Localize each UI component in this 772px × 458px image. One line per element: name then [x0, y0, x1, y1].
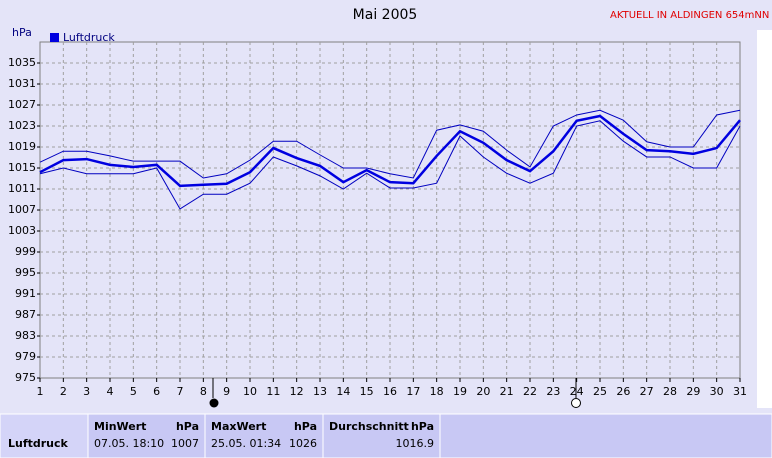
x-tick-label: 11: [266, 385, 280, 398]
stats-header: Durchschnitt: [329, 420, 409, 433]
x-tick-label: 23: [546, 385, 560, 398]
y-tick-label: 1011: [8, 182, 36, 195]
x-tick-label: 5: [130, 385, 137, 398]
x-tick-label: 9: [223, 385, 230, 398]
x-tick-label: 7: [177, 385, 184, 398]
y-tick-label: 979: [15, 350, 36, 363]
stats-unit: hPa: [294, 420, 317, 433]
y-tick-label: 1027: [8, 98, 36, 111]
x-tick-label: 3: [83, 385, 90, 398]
x-tick-label: 15: [360, 385, 374, 398]
stats-cell: [204, 413, 324, 458]
stats-cell: [322, 413, 441, 458]
stats-header: MaxWert: [211, 420, 266, 433]
y-tick-label: 975: [15, 371, 36, 384]
x-tick-label: 14: [336, 385, 350, 398]
y-tick-label: 1031: [8, 77, 36, 90]
y-tick-label: 1007: [8, 203, 36, 216]
x-tick-label: 30: [710, 385, 724, 398]
y-unit: hPa: [12, 26, 32, 39]
legend-label: Luftdruck: [63, 31, 115, 44]
stats-value: 1007: [171, 437, 199, 450]
side-strip: [757, 30, 772, 408]
y-tick-label: 1015: [8, 161, 36, 174]
y-tick-label: 1019: [8, 140, 36, 153]
x-tick-label: 2: [60, 385, 67, 398]
new-moon-icon: [209, 398, 219, 408]
chart-title: Mai 2005: [353, 7, 418, 23]
stats-time: 07.05. 18:10: [94, 437, 164, 450]
y-tick-label: 995: [15, 266, 36, 279]
y-tick-label: 991: [15, 287, 36, 300]
notice: AKTUELL IN ALDINGEN 654mNN: [610, 10, 769, 21]
x-tick-label: 12: [290, 385, 304, 398]
y-tick-label: 983: [15, 329, 36, 342]
y-tick-label: 1035: [8, 56, 36, 69]
x-tick-label: 21: [500, 385, 514, 398]
x-tick-label: 31: [733, 385, 747, 398]
stats-cell: [0, 413, 89, 458]
stats-value: 1016.9: [396, 437, 435, 450]
full-moon-icon: [571, 398, 581, 408]
x-tick-label: 17: [406, 385, 420, 398]
stats-value: 1026: [289, 437, 317, 450]
stats-time: 25.05. 01:34: [211, 437, 281, 450]
stats-cell: [439, 413, 772, 458]
x-tick-label: 4: [107, 385, 114, 398]
x-tick-label: 25: [593, 385, 607, 398]
x-tick-label: 16: [383, 385, 397, 398]
x-tick-label: 8: [200, 385, 207, 398]
stats-unit: hPa: [176, 420, 199, 433]
y-tick-label: 999: [15, 245, 36, 258]
y-tick-label: 1023: [8, 119, 36, 132]
x-tick-label: 19: [453, 385, 467, 398]
stats-row-label: Luftdruck: [8, 437, 69, 450]
stats-cell: [87, 413, 206, 458]
x-tick-label: 13: [313, 385, 327, 398]
x-tick-label: 20: [476, 385, 490, 398]
x-tick-label: 26: [616, 385, 630, 398]
stats-unit: hPa: [411, 420, 434, 433]
x-tick-label: 1: [37, 385, 44, 398]
y-tick-label: 987: [15, 308, 36, 321]
y-tick-label: 1003: [8, 224, 36, 237]
legend-swatch: [50, 33, 59, 42]
x-tick-label: 27: [640, 385, 654, 398]
x-tick-label: 10: [243, 385, 257, 398]
x-tick-label: 28: [663, 385, 677, 398]
mean-line: [39, 114, 741, 188]
stats-header: MinWert: [94, 420, 146, 433]
x-tick-label: 24: [570, 385, 584, 398]
x-tick-label: 22: [523, 385, 537, 398]
range-line: [39, 120, 741, 210]
x-tick-label: 6: [153, 385, 160, 398]
plot: 9759799839879919959991003100710111015101…: [8, 42, 747, 398]
x-tick-label: 18: [430, 385, 444, 398]
x-tick-label: 29: [686, 385, 700, 398]
range-line: [39, 109, 741, 179]
